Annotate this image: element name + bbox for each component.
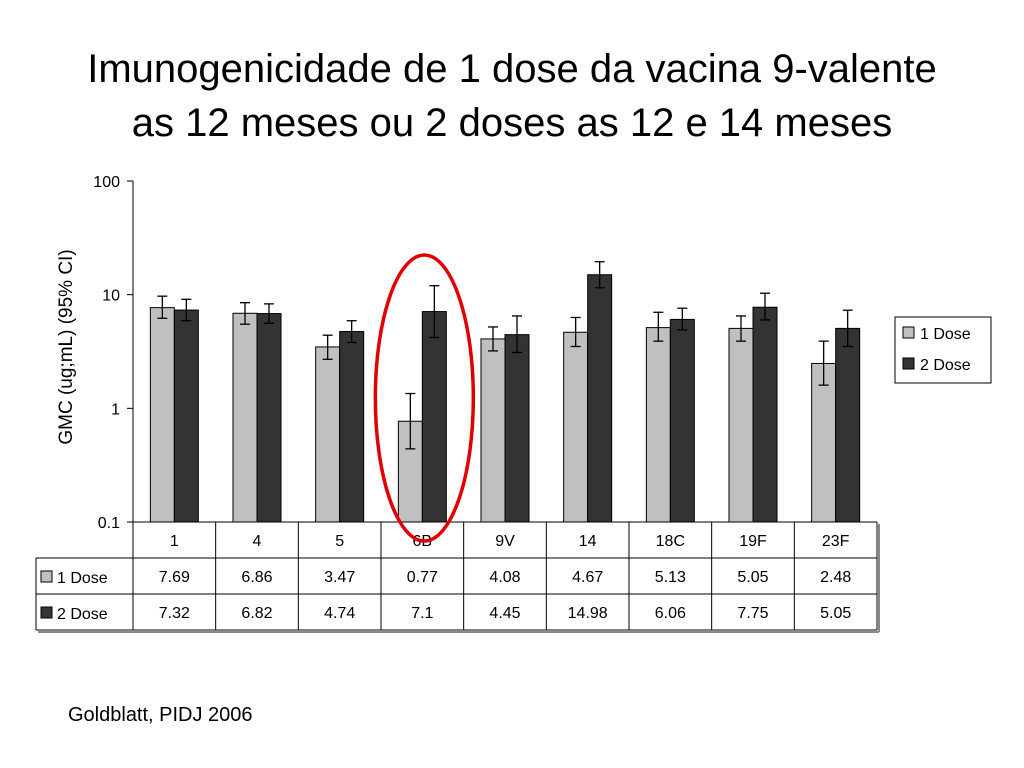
bar-2-dose-9V	[504, 334, 530, 523]
category-label-14: 14	[579, 533, 597, 550]
y-tick-label: 0.1	[98, 515, 120, 532]
legend-label: 1 Dose	[920, 326, 971, 343]
table-value: 7.75	[737, 605, 768, 622]
bar-1-dose-5	[315, 346, 341, 523]
table-value: 14.98	[568, 605, 608, 622]
bar-1-dose-14	[563, 331, 589, 523]
table-value: 0.77	[407, 569, 438, 586]
category-label-19F: 19F	[739, 533, 767, 550]
table-series-key	[40, 606, 53, 619]
bar-chart: 100 10 1 0.1 GMC (ug;mL) (95% CI) 1 7.69 7.32…	[35, 174, 992, 633]
bar-2-dose-19F	[752, 306, 778, 523]
bar-1-dose-4	[232, 312, 258, 523]
slide-title-line-1: Imunogenicidade de 1 dose da vacina 9-va…	[87, 47, 937, 91]
annotation-layer	[373, 253, 476, 543]
table-series-label: 1 Dose	[57, 570, 108, 587]
table-value: 7.1	[411, 605, 433, 622]
table-value: 4.74	[324, 605, 355, 622]
table-value: 6.06	[655, 605, 686, 622]
category-label-23F: 23F	[822, 533, 850, 550]
table-value: 7.69	[159, 569, 190, 586]
y-tick-label: 1	[111, 401, 120, 418]
category-label-5: 5	[335, 533, 344, 550]
bar-2-dose-4	[256, 313, 282, 523]
table-value: 4.67	[572, 569, 603, 586]
category-label-18C: 18C	[656, 533, 685, 550]
source-citation: Goldblatt, PIDJ 2006	[68, 704, 253, 726]
legend-swatch	[902, 326, 915, 339]
table-value: 4.08	[489, 569, 520, 586]
bar-2-dose-6B	[421, 311, 447, 523]
bar-1-dose-1	[149, 307, 175, 523]
table-value: 5.05	[820, 605, 851, 622]
bar-1-dose-23F	[811, 362, 837, 523]
bar-2-dose-5	[339, 331, 365, 523]
bar-1-dose-19F	[728, 327, 754, 523]
table-value: 5.13	[655, 569, 686, 586]
category-label-1: 1	[170, 533, 179, 550]
table-value: 7.32	[159, 605, 190, 622]
category-label-9V: 9V	[495, 533, 515, 550]
table-series-label: 2 Dose	[57, 606, 108, 623]
y-tick-label: 10	[102, 288, 120, 305]
bar-1-dose-18C	[645, 327, 671, 523]
bar-2-dose-23F	[835, 327, 861, 523]
category-label-4: 4	[253, 533, 262, 550]
table-value: 2.48	[820, 569, 851, 586]
table-value: 4.45	[489, 605, 520, 622]
bar-2-dose-18C	[669, 318, 695, 523]
slide-title-line-2: as 12 meses ou 2 doses as 12 e 14 meses	[131, 101, 893, 145]
bar-2-dose-14	[587, 274, 613, 523]
legend: 1 Dose 2 Dose	[894, 316, 992, 384]
table-value: 6.82	[241, 605, 272, 622]
table-series-key	[40, 570, 53, 583]
y-tick-label: 100	[93, 174, 120, 191]
table-value: 5.05	[737, 569, 768, 586]
legend-swatch	[902, 357, 915, 370]
y-axis-label: GMC (ug;mL) (95% CI)	[56, 249, 77, 444]
highlight-ellipse	[373, 253, 476, 543]
bar-1-dose-9V	[480, 338, 506, 523]
bar-2-dose-1	[173, 309, 199, 523]
slide-title: Imunogenicidade de 1 dose da vacina 9-va…	[0, 42, 1024, 150]
data-table: 17.697.3246.866.8253.474.746B0.777.19V4.…	[35, 521, 880, 633]
table-value: 6.86	[241, 569, 272, 586]
table-value: 3.47	[324, 569, 355, 586]
legend-label: 2 Dose	[920, 357, 971, 374]
plot-area: 100 10 1 0.1	[93, 174, 861, 532]
